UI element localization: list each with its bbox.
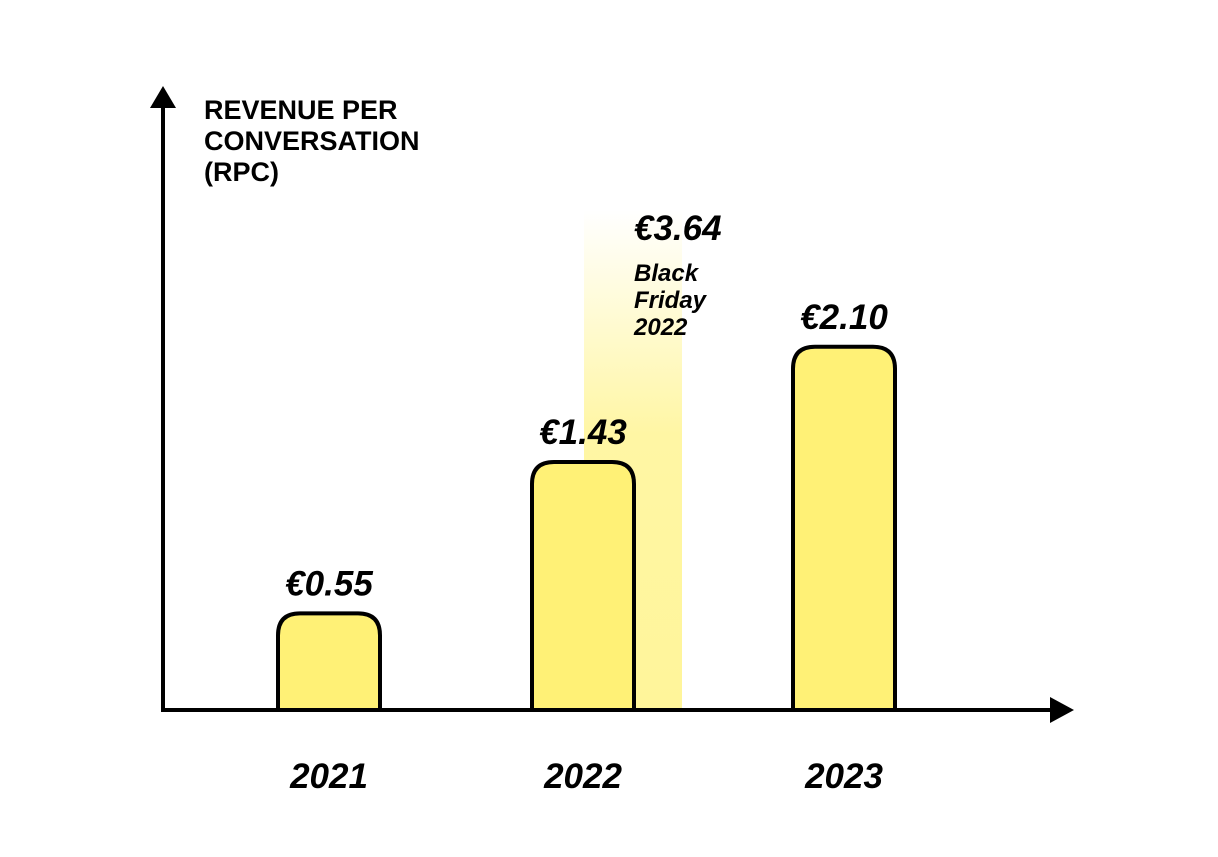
y-axis-label: REVENUE PER CONVERSATION (RPC) <box>204 95 427 187</box>
value-label-2022: €1.43 <box>539 413 627 452</box>
x-tick-label-2023: 2023 <box>804 757 883 796</box>
value-label-2021: €0.55 <box>285 564 373 603</box>
bar-2022 <box>530 460 636 710</box>
y-axis-arrow-icon <box>150 86 176 108</box>
x-tick-label-2021: 2021 <box>289 757 368 796</box>
highlight-annotation: Black Friday 2022 <box>633 260 708 341</box>
x-tick-label-2022: 2022 <box>543 757 622 796</box>
highlight-value-label: €3.64 <box>634 209 722 248</box>
bar-2023 <box>791 344 897 710</box>
x-axis-arrow-icon <box>1050 697 1074 723</box>
bar-2021 <box>276 611 382 710</box>
value-label-2023: €2.10 <box>800 298 888 337</box>
